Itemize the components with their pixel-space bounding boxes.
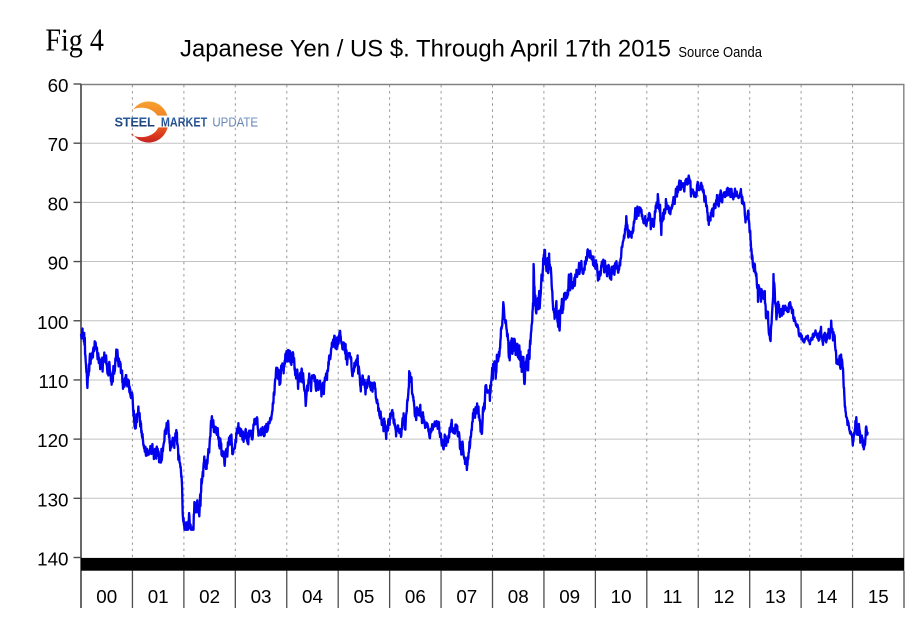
svg-text:01: 01 [148, 586, 169, 607]
svg-text:60: 60 [48, 75, 69, 96]
svg-text:05: 05 [353, 586, 374, 607]
svg-text:06: 06 [405, 586, 426, 607]
svg-text:Japanese Yen / US $. Through A: Japanese Yen / US $. Through April 17th … [180, 36, 671, 63]
svg-text:130: 130 [37, 489, 68, 510]
svg-text:UPDATE: UPDATE [212, 115, 258, 129]
svg-text:100: 100 [37, 312, 68, 333]
svg-text:08: 08 [508, 586, 529, 607]
svg-text:11: 11 [663, 586, 683, 607]
svg-text:12: 12 [714, 586, 735, 607]
svg-text:13: 13 [765, 586, 786, 607]
svg-text:110: 110 [39, 371, 69, 392]
svg-text:90: 90 [48, 253, 69, 274]
svg-text:120: 120 [37, 430, 68, 451]
svg-text:STEEL: STEEL [115, 114, 155, 129]
svg-text:Fig 4: Fig 4 [45, 22, 104, 57]
svg-text:03: 03 [251, 586, 272, 607]
svg-text:10: 10 [611, 586, 632, 607]
svg-text:02: 02 [199, 586, 220, 607]
svg-text:80: 80 [48, 193, 69, 214]
svg-text:140: 140 [37, 549, 68, 570]
svg-text:14: 14 [816, 586, 837, 607]
svg-text:04: 04 [302, 586, 323, 607]
svg-text:15: 15 [868, 586, 889, 607]
svg-text:09: 09 [559, 586, 580, 607]
svg-text:07: 07 [456, 586, 477, 607]
svg-text:00: 00 [96, 586, 117, 607]
svg-text:Source Oanda: Source Oanda [678, 45, 762, 61]
svg-text:MARKET: MARKET [161, 114, 207, 129]
svg-text:70: 70 [48, 134, 69, 155]
